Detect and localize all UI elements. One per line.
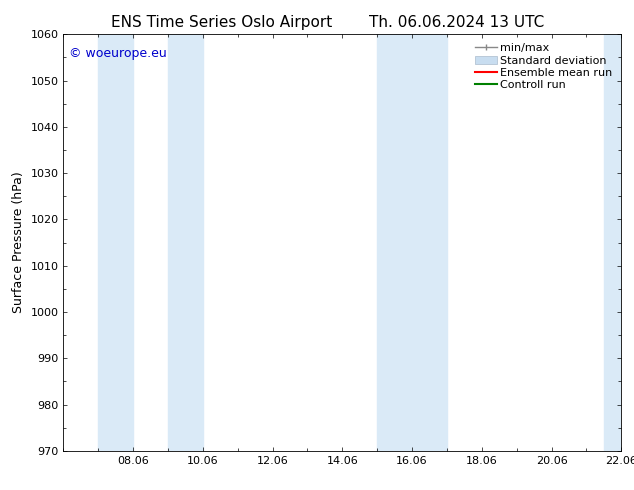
Text: Th. 06.06.2024 13 UTC: Th. 06.06.2024 13 UTC [369, 15, 544, 30]
Text: © woeurope.eu: © woeurope.eu [69, 47, 167, 60]
Bar [98, 34, 133, 451]
Bar [168, 34, 203, 451]
Legend: min/max, Standard deviation, Ensemble mean run, Controll run: min/max, Standard deviation, Ensemble me… [471, 40, 616, 94]
Y-axis label: Surface Pressure (hPa): Surface Pressure (hPa) [12, 172, 25, 314]
Bar [412, 34, 447, 451]
Text: ENS Time Series Oslo Airport: ENS Time Series Oslo Airport [112, 15, 332, 30]
Bar [377, 34, 412, 451]
Bar [604, 34, 621, 451]
